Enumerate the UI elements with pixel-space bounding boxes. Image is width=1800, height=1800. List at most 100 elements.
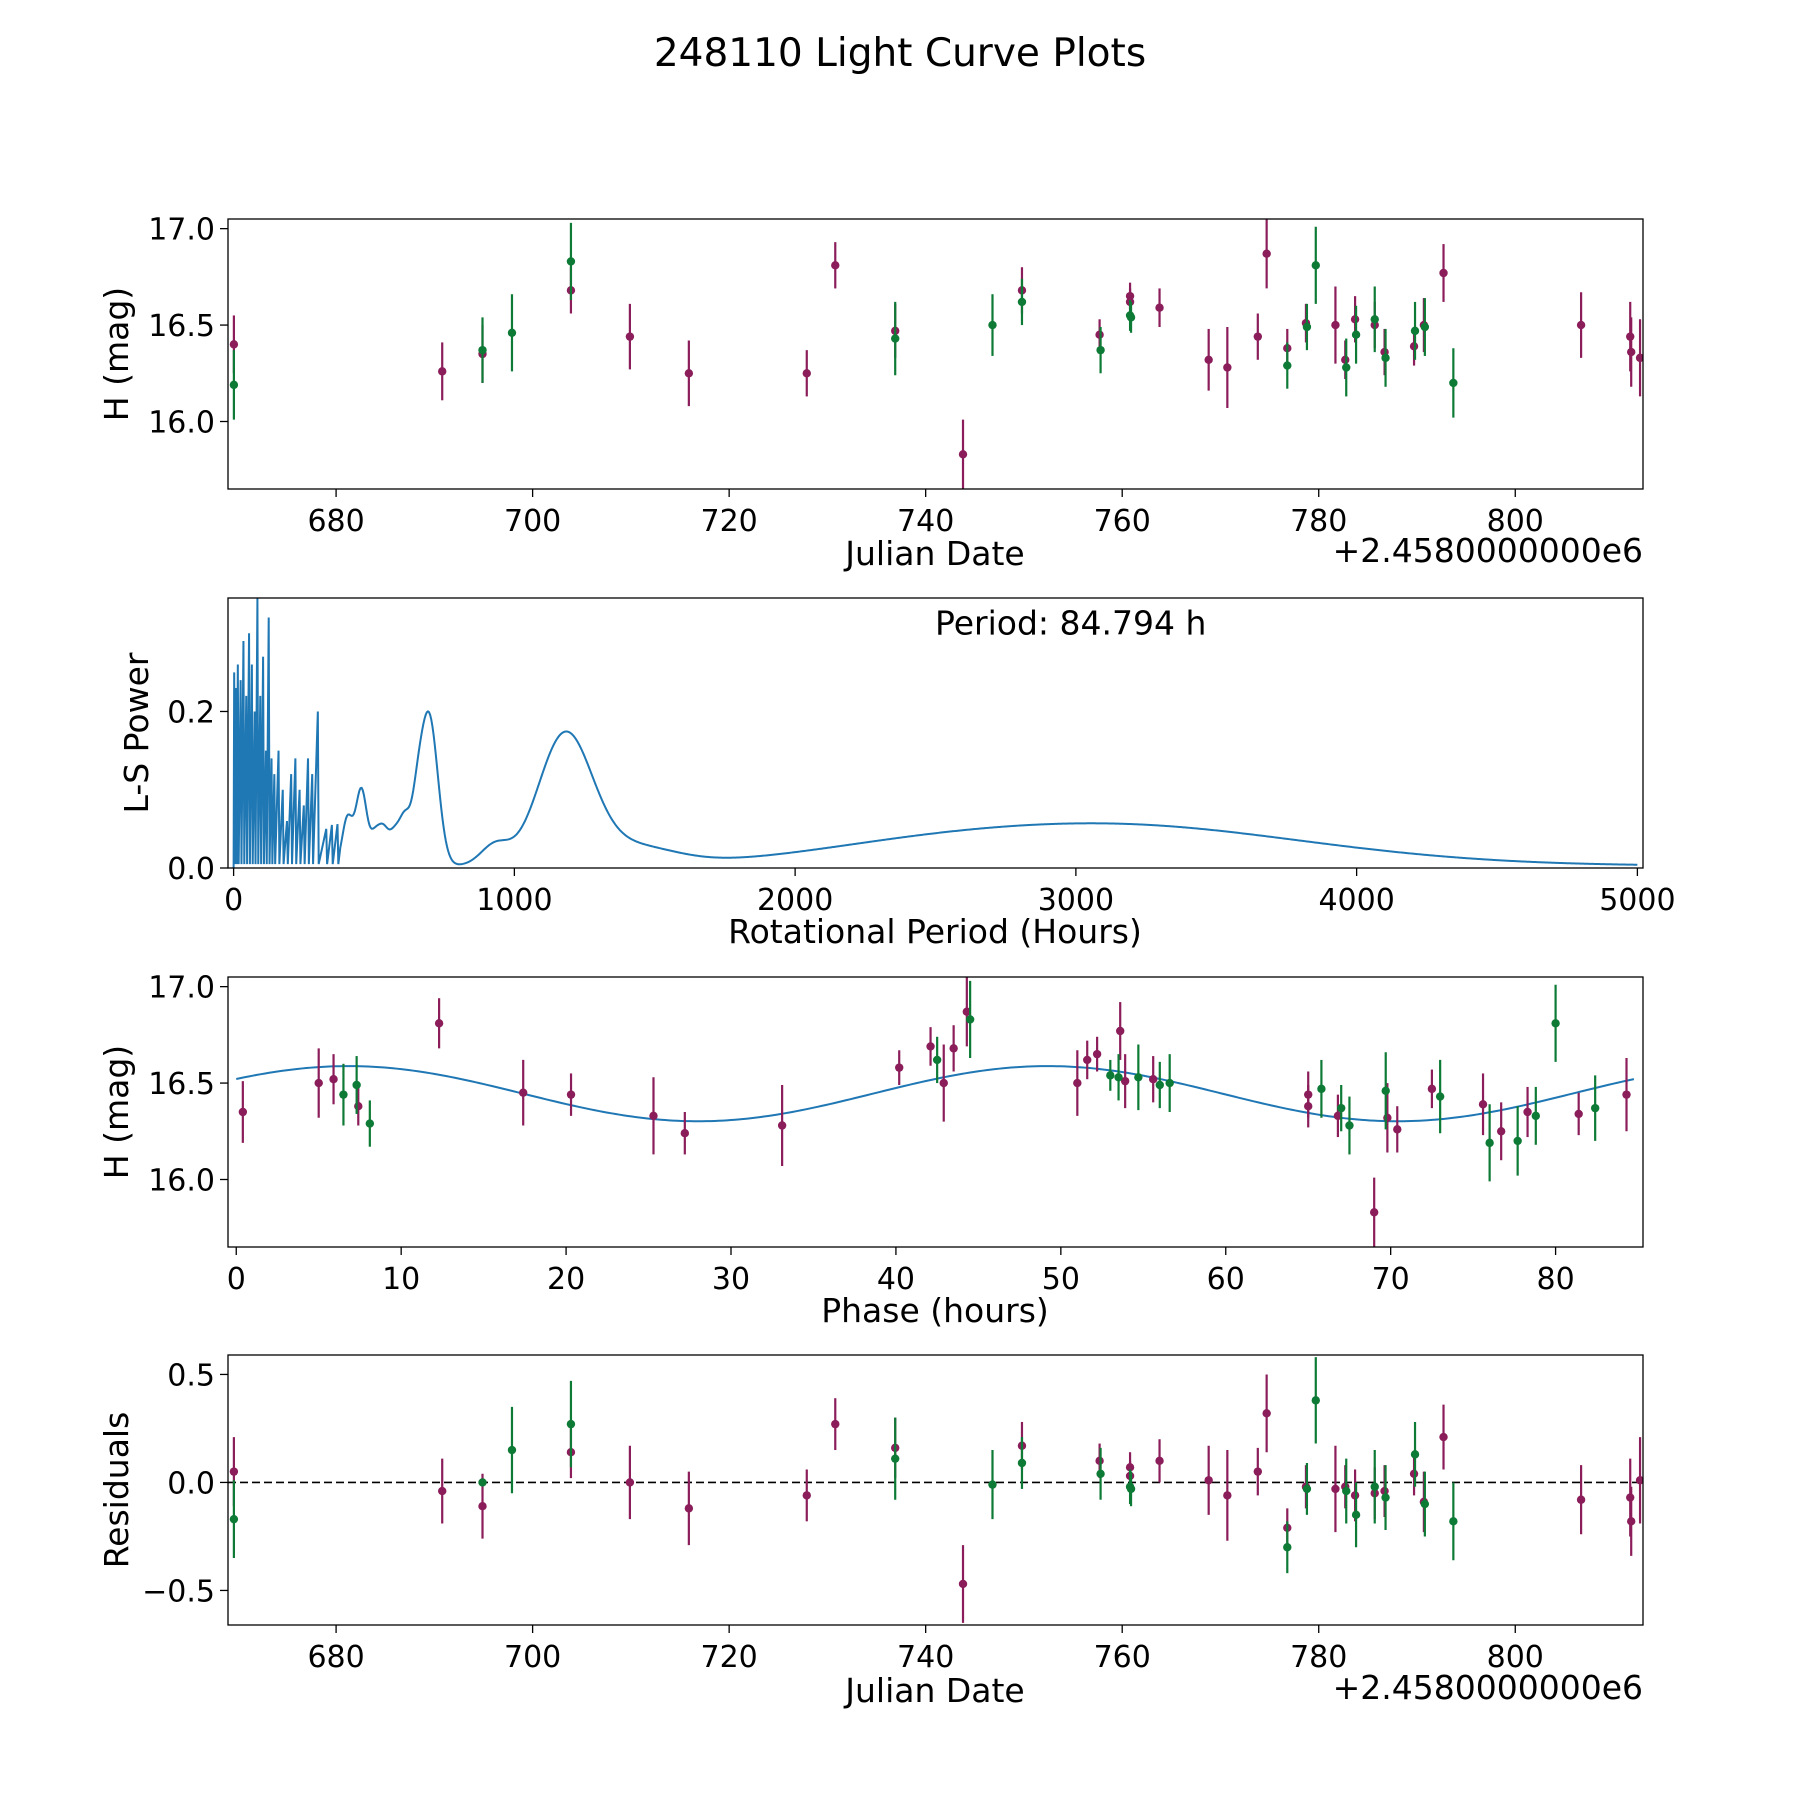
band-magenta-point	[684, 1504, 694, 1513]
band-green-point	[1351, 330, 1361, 339]
ph-ylabel: H (mag)	[97, 1045, 136, 1179]
band-green-point	[1311, 261, 1320, 270]
band-green-point	[1302, 322, 1312, 332]
x-tick-label: 760	[1094, 1640, 1151, 1675]
x-tick-label: 720	[701, 504, 758, 539]
band-green-point	[1513, 1136, 1522, 1146]
band-magenta-point	[680, 1129, 690, 1138]
band-magenta-point	[1253, 1467, 1263, 1476]
y-tick-label: 17.0	[148, 213, 215, 248]
band-green-point	[988, 320, 997, 330]
band-magenta-point	[229, 1467, 239, 1476]
band-magenta-point	[625, 332, 635, 341]
band-magenta-point	[1627, 347, 1636, 357]
band-green-point	[1106, 1071, 1115, 1080]
band-magenta-point	[1331, 320, 1340, 330]
band-magenta-point	[802, 369, 811, 378]
band-magenta-point	[1478, 1100, 1488, 1109]
band-magenta-point	[949, 1044, 958, 1053]
band-magenta-point	[684, 369, 694, 378]
band-green-point	[365, 1119, 375, 1128]
band-green-point	[566, 1419, 576, 1429]
band-magenta-point	[1333, 1111, 1343, 1121]
band-green-point	[1551, 1019, 1560, 1028]
band-magenta-point	[1427, 1084, 1437, 1094]
band-green-point	[1345, 1121, 1354, 1130]
band-magenta-point	[1092, 1049, 1102, 1059]
rs-frame	[227, 1354, 1644, 1626]
y-tick-label: 16.5	[148, 1067, 215, 1102]
band-magenta-point	[962, 1007, 972, 1016]
panel-phased-curve: 0 10 20 30 40 50 60 70 80 16.0 16.5 17.0 Phase (hou…	[97, 971, 1644, 1330]
band-magenta-point	[1635, 353, 1643, 363]
y-tick-label: 16.0	[148, 1164, 215, 1199]
ph-xlabel: Phase (hours)	[821, 1291, 1049, 1330]
x-tick-label: 4000	[1318, 883, 1394, 918]
band-magenta-point	[1304, 1102, 1313, 1111]
band-green-point	[1096, 345, 1105, 355]
pg-frame	[227, 597, 1644, 869]
y-tick-label: 0.5	[167, 1358, 215, 1393]
x-tick-label: 740	[897, 1640, 954, 1675]
band-green-point	[1126, 313, 1136, 322]
band-green-point	[1342, 1486, 1351, 1496]
band-green-point	[1381, 353, 1390, 363]
band-magenta-point	[1262, 249, 1271, 258]
band-magenta-point	[1120, 1076, 1130, 1086]
band-green-point	[1420, 1499, 1430, 1509]
band-magenta-point	[329, 1075, 338, 1084]
lc-marks	[229, 219, 1643, 489]
band-magenta-point	[354, 1102, 363, 1111]
rs-ylabel: Residuals	[97, 1412, 136, 1569]
band-magenta-point	[1116, 1026, 1125, 1036]
band-magenta-point	[926, 1042, 935, 1051]
x-tick-label: 70	[1372, 1262, 1410, 1297]
band-magenta-point	[1576, 1495, 1586, 1504]
band-magenta-point	[438, 367, 447, 376]
band-green-point	[507, 1445, 517, 1455]
x-tick-label: 700	[504, 504, 561, 539]
x-tick-label: 20	[547, 1262, 585, 1297]
rs-ticks: 680 700 720 740 760 780 800 0.5 0.0 −0.5	[142, 1358, 1544, 1675]
band-magenta-point	[1627, 1517, 1636, 1526]
band-magenta-point	[649, 1111, 658, 1121]
band-green-point	[478, 345, 487, 355]
figure-title: 248110 Light Curve Plots	[654, 31, 1146, 76]
band-magenta-point	[1155, 1456, 1164, 1466]
band-magenta-point	[1223, 1491, 1232, 1500]
band-green-point	[1381, 1086, 1390, 1095]
x-tick-label: 780	[1290, 504, 1347, 539]
x-tick-label: 800	[1487, 1640, 1544, 1675]
lc-frame	[227, 218, 1644, 490]
x-tick-label: 740	[897, 504, 954, 539]
panel-light-curve: 680 700 720 740 760 780 800 16.0 16.5 17.0 Julian…	[97, 213, 1644, 573]
pg-marks	[232, 598, 1638, 868]
band-green-point	[1165, 1078, 1174, 1088]
band-green-point	[988, 1480, 997, 1489]
band-magenta-point	[1253, 332, 1263, 341]
band-green-point	[932, 1055, 942, 1065]
rs-xlabel: Julian Date	[843, 1671, 1025, 1710]
rs-marks	[228, 1357, 1643, 1623]
band-green-point	[1351, 1510, 1361, 1520]
panel-residuals: 680 700 720 740 760 780 800 0.5 0.0 −0.5 Julian D…	[97, 1354, 1644, 1710]
band-green-point	[1283, 1543, 1292, 1552]
pg-ylabel: L-S Power	[117, 652, 156, 813]
band-green-point	[1381, 1493, 1390, 1502]
band-magenta-point	[939, 1078, 948, 1088]
fit-curve	[236, 1065, 1635, 1123]
band-magenta-point	[1155, 303, 1164, 312]
band-magenta-point	[831, 261, 840, 270]
ph-frame	[227, 976, 1644, 1248]
x-tick-label: 760	[1094, 504, 1151, 539]
band-magenta-point	[1223, 363, 1232, 372]
band-green-point	[229, 1514, 239, 1524]
pg-ticks: 0 1000 2000 3000 4000 5000 0.0 0.2	[167, 695, 1675, 918]
band-magenta-point	[831, 1419, 840, 1429]
band-magenta-point	[1523, 1107, 1532, 1117]
band-magenta-point	[625, 1478, 635, 1487]
band-green-point	[1342, 363, 1351, 372]
band-green-point	[1311, 1396, 1320, 1405]
band-magenta-point	[519, 1088, 528, 1097]
band-green-point	[507, 328, 517, 337]
